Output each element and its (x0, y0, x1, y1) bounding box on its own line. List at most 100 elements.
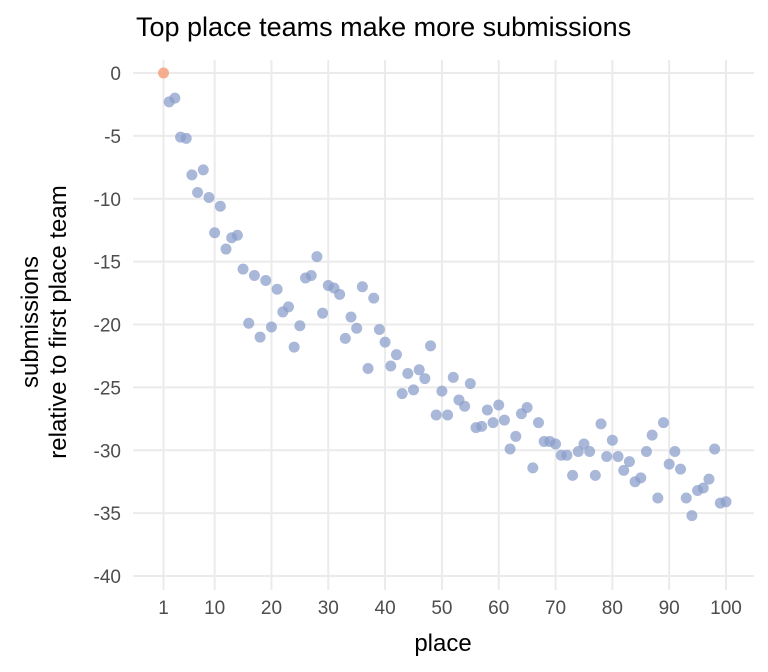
data-point (652, 492, 664, 504)
data-point (362, 363, 374, 375)
data-point (720, 496, 732, 508)
data-point (521, 401, 533, 413)
data-point (436, 385, 448, 397)
data-point (402, 368, 414, 380)
data-point (373, 324, 385, 336)
data-point (425, 340, 437, 352)
data-point (339, 332, 351, 344)
data-point (686, 510, 698, 522)
x-tick-label: 70 (545, 598, 566, 619)
y-axis-title-line-1: submissions (17, 256, 44, 388)
data-point (294, 320, 306, 332)
first-place-point (158, 67, 169, 79)
data-point (703, 473, 715, 485)
data-point (311, 251, 323, 263)
data-point (606, 434, 618, 446)
y-tick-label: -25 (94, 378, 121, 399)
y-axis-title: submissions relative to first place team (17, 185, 72, 458)
x-tick-label: 90 (659, 598, 680, 619)
data-point (487, 417, 499, 429)
data-point (697, 482, 709, 494)
x-tick-label: 1 (158, 598, 169, 619)
y-tick-label: -20 (94, 316, 121, 337)
data-point (464, 378, 476, 390)
x-tick-label: 60 (488, 598, 509, 619)
tick-labels: 1 10 20 30 40 50 60 70 80 90 100 0 -5 -10 -15 -20 -25 -30… (94, 64, 742, 619)
x-tick-label: 40 (375, 598, 396, 619)
data-point (192, 186, 204, 198)
data-point (351, 322, 363, 334)
data-point (237, 263, 249, 275)
data-point (510, 430, 522, 442)
data-point (527, 462, 539, 474)
data-point (368, 292, 380, 304)
data-point (334, 288, 346, 300)
x-axis-title: place (414, 630, 471, 657)
chart-title: Top place teams make more submissions (136, 12, 631, 42)
data-point (345, 311, 357, 323)
data-point (243, 317, 255, 329)
x-tick-label: 30 (318, 598, 339, 619)
data-point (203, 191, 215, 203)
data-point (612, 451, 624, 463)
data-point (640, 446, 652, 458)
data-point (248, 269, 260, 281)
data-point (675, 463, 687, 475)
data-point (396, 388, 408, 400)
data-point (288, 341, 300, 353)
data-point (305, 269, 317, 281)
data-point (260, 274, 272, 286)
data-point (669, 446, 681, 458)
y-tick-label: -40 (94, 567, 121, 588)
data-point (709, 443, 721, 455)
data-point (283, 301, 294, 313)
x-tick-label: 100 (710, 598, 742, 619)
data-point (408, 384, 419, 396)
data-point (356, 281, 368, 293)
y-tick-label: -5 (104, 127, 121, 148)
data-point (658, 417, 669, 429)
data-point (481, 404, 493, 416)
data-point (317, 307, 329, 319)
data-point (561, 449, 573, 461)
data-point (379, 336, 391, 348)
y-axis-title-line-2: relative to first place team (45, 185, 72, 458)
data-point (209, 227, 221, 239)
data-point (635, 472, 647, 484)
x-tick-label: 20 (261, 598, 282, 619)
data-point (595, 418, 607, 430)
data-point (169, 92, 181, 104)
data-point (271, 283, 283, 295)
data-point (180, 132, 192, 144)
data-point (589, 469, 601, 481)
data-point (567, 469, 579, 481)
data-point (493, 399, 505, 411)
y-tick-label: -15 (94, 253, 121, 274)
data-point (214, 200, 226, 212)
data-point (498, 414, 510, 426)
data-point (601, 451, 613, 463)
data-point (504, 443, 516, 455)
data-point (459, 400, 471, 412)
data-point (584, 446, 596, 458)
data-point (186, 169, 198, 181)
data-point (663, 458, 675, 470)
y-tick-label: -30 (94, 441, 121, 462)
x-tick-label: 10 (204, 598, 225, 619)
data-point (572, 446, 584, 458)
data-point (646, 429, 658, 441)
data-point (618, 464, 630, 476)
grid (133, 60, 754, 590)
data-point (390, 349, 402, 361)
data-point (197, 164, 209, 176)
data-point (550, 438, 562, 450)
data-point (578, 438, 590, 450)
data-point (476, 420, 488, 432)
data-point (447, 371, 459, 383)
data-points (158, 67, 732, 522)
data-point (680, 492, 692, 504)
data-point (419, 373, 431, 385)
data-point (385, 360, 397, 372)
